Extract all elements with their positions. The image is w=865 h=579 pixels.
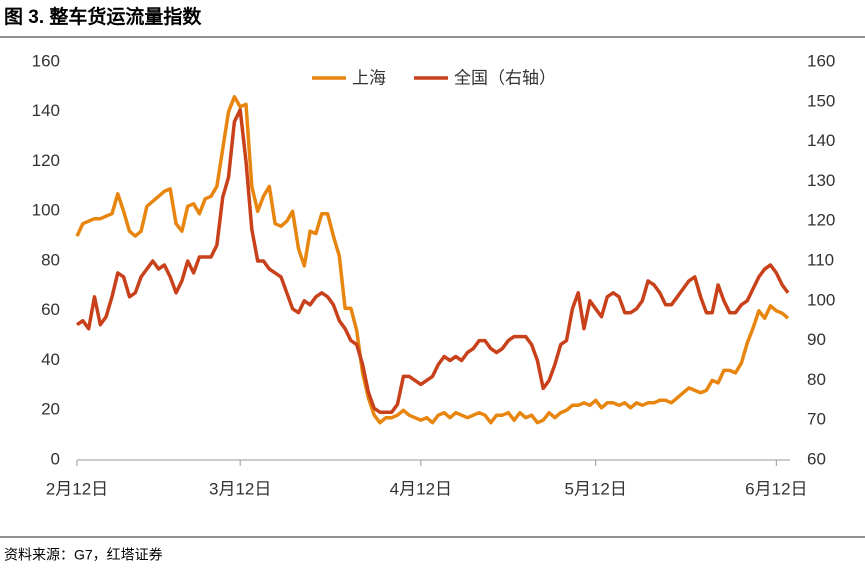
y2-tick-label: 150	[807, 91, 835, 110]
y2-tick-label: 90	[807, 330, 826, 349]
x-tick-label: 4月12日	[390, 479, 452, 498]
legend-label: 上海	[352, 68, 386, 87]
x-tick-label: 5月12日	[564, 479, 626, 498]
x-tick-label: 2月12日	[46, 479, 108, 498]
source-note: 资料来源：G7，红塔证券	[4, 547, 163, 563]
legend-label: 全国（右轴）	[454, 68, 556, 87]
y-tick-label: 60	[41, 300, 60, 319]
y-tick-label: 140	[32, 101, 60, 120]
series-line	[76, 108, 790, 414]
x-tick-label: 3月12日	[209, 479, 271, 498]
y2-tick-label: 80	[807, 370, 826, 389]
x-tick-label: 6月12日	[745, 479, 807, 498]
series-line	[75, 95, 790, 425]
y-tick-label: 40	[41, 350, 60, 369]
y2-tick-label: 60	[807, 449, 826, 468]
y2-tick-label: 120	[807, 211, 835, 230]
y-tick-label: 120	[32, 151, 60, 170]
y-tick-label: 0	[51, 449, 60, 468]
y2-tick-label: 140	[807, 131, 835, 150]
y2-tick-label: 100	[807, 290, 835, 309]
y2-tick-label: 110	[807, 250, 834, 269]
y2-tick-label: 160	[807, 51, 835, 70]
y-tick-label: 80	[41, 250, 60, 269]
chart-title: 图 3. 整车货运流量指数	[4, 5, 202, 28]
y2-tick-label: 70	[807, 410, 826, 429]
y2-tick-label: 130	[807, 171, 835, 190]
y-tick-label: 100	[32, 201, 60, 220]
y-tick-label: 20	[41, 400, 60, 419]
y-tick-label: 160	[32, 51, 60, 70]
